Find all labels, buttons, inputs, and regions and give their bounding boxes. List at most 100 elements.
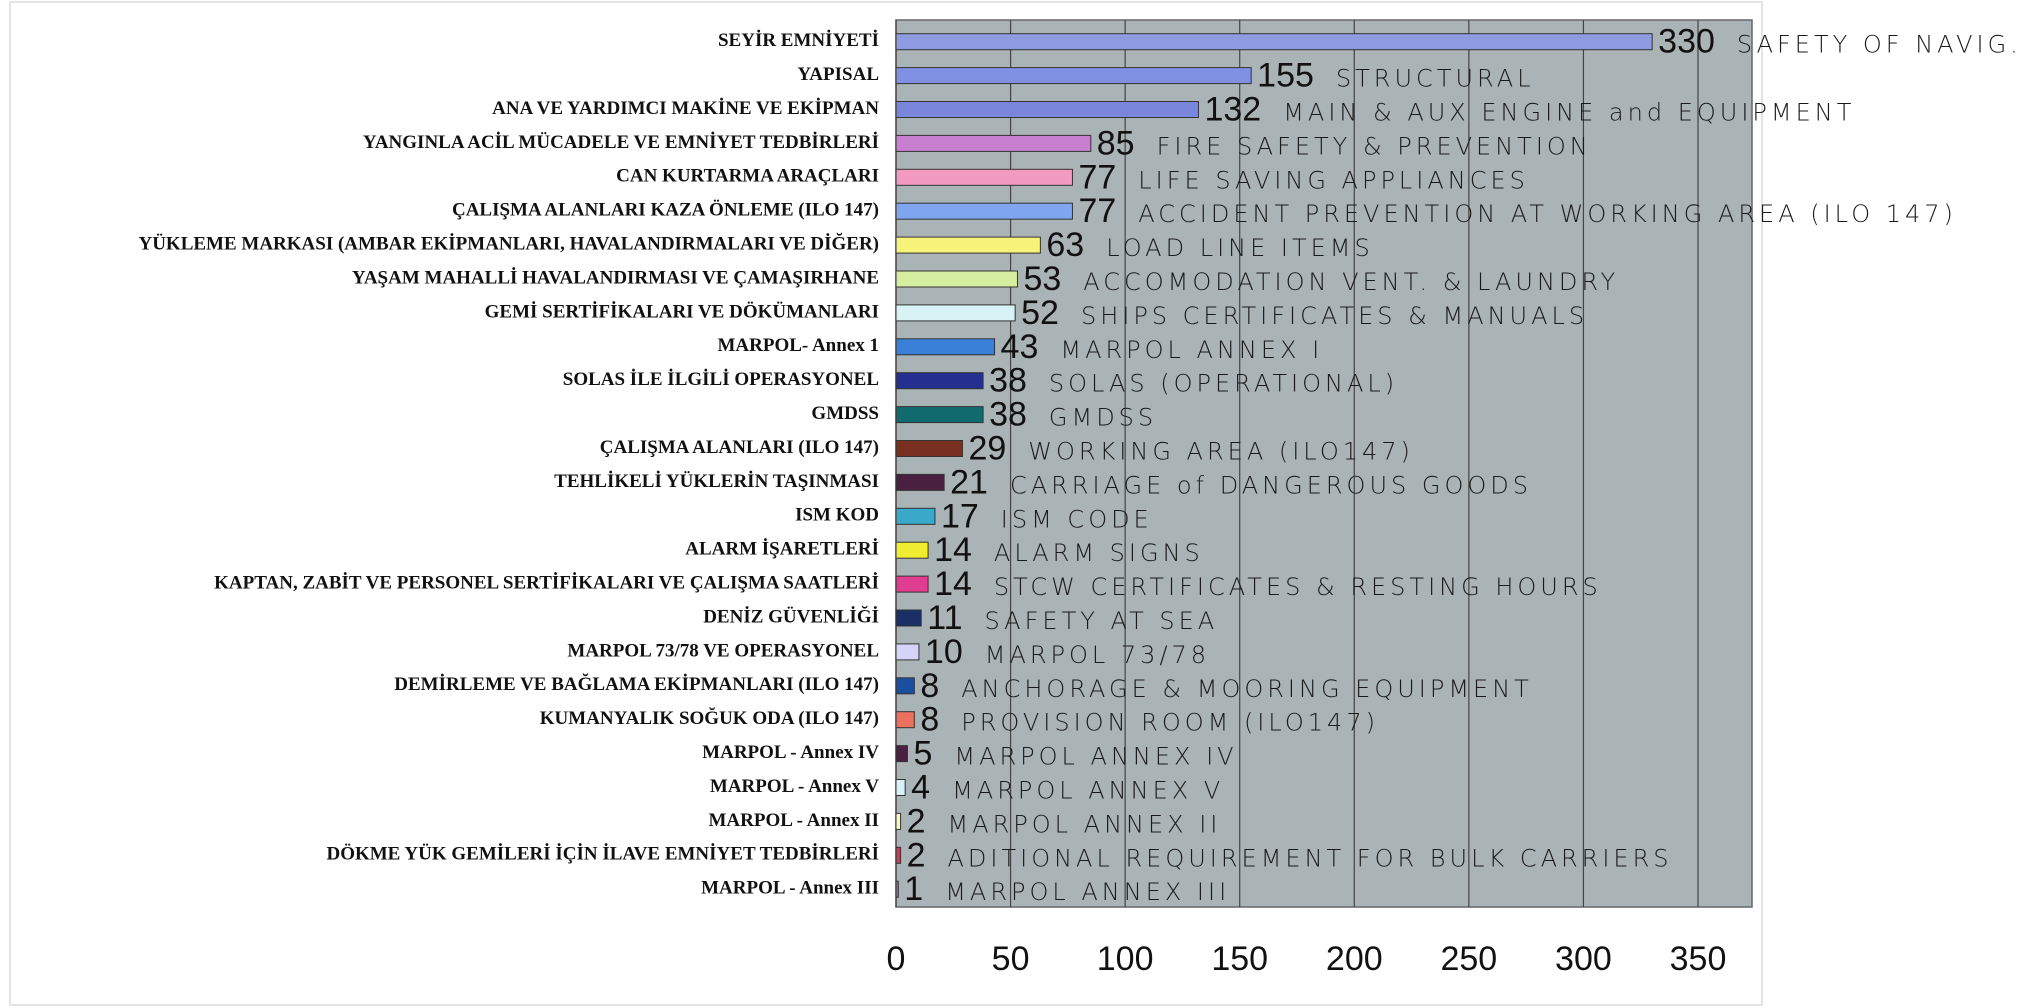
x-tick-label: 200 (1326, 940, 1383, 978)
y-tick-label: MARPOL - Annex V (710, 776, 879, 797)
y-tick-label: KAPTAN, ZABİT VE PERSONEL SERTİFİKALARI … (214, 572, 879, 593)
annotation: SOLAS (OPERATIONAL) (1049, 370, 1398, 398)
y-tick-label: GMDSS (811, 403, 879, 424)
annotation: MARPOL 73/78 (985, 641, 1210, 669)
value-label: 2 (907, 802, 926, 840)
y-tick-label: MARPOL - Annex II (709, 810, 880, 831)
bar (895, 440, 963, 457)
bar (895, 406, 984, 424)
y-tick-label: ISM KOD (795, 505, 879, 526)
bar (895, 541, 929, 559)
value-label: 85 (1097, 124, 1135, 162)
y-tick-label: SOLAS İLE İLGİLİ OPERASYONEL (563, 369, 879, 390)
value-label: 43 (1001, 328, 1039, 366)
annotation: LOAD LINE ITEMS (1106, 234, 1374, 262)
bar (895, 812, 902, 830)
value-label: 4 (911, 768, 930, 806)
x-tick-label: 100 (1097, 940, 1154, 978)
value-label: 8 (920, 667, 939, 705)
y-tick-label: KUMANYALIK SOĞUK ODA (ILO 147) (540, 707, 879, 729)
annotation: SAFETY AT SEA (985, 607, 1219, 635)
value-label: 8 (920, 701, 939, 739)
value-label: 77 (1078, 158, 1116, 196)
x-tick-label: 50 (992, 940, 1030, 978)
annotation: MARPOL ANNEX I (1060, 336, 1323, 364)
bar (895, 372, 984, 390)
value-label: 10 (925, 633, 963, 671)
annotation: MARPOL ANNEX II (948, 810, 1222, 838)
bar (895, 507, 936, 525)
y-tick-label: DENİZ GÜVENLİĞİ (703, 605, 879, 627)
bar (895, 609, 922, 627)
annotation: PROVISION ROOM (ILO147) (961, 709, 1379, 737)
x-tick-label: 350 (1670, 940, 1727, 978)
bar (895, 779, 906, 796)
bar (895, 236, 1041, 254)
annotation: ACCIDENT PREVENTION AT WORKING AREA (ILO… (1138, 200, 1957, 228)
annotation: ISM CODE (1001, 505, 1153, 533)
y-tick-label: CAN KURTARMA ARAÇLARI (616, 166, 879, 187)
annotation: ACCOMODATION VENT. & LAUNDRY (1083, 268, 1619, 296)
bar (895, 304, 1016, 322)
value-label: 38 (989, 362, 1027, 400)
y-tick-label: GEMİ SERTİFİKALARI VE DÖKÜMANLARI (485, 301, 879, 322)
y-tick-label: YANGINLA ACİL MÜCADELE VE EMNİYET TEDBİR… (363, 132, 879, 153)
value-label: 14 (934, 531, 972, 569)
annotation: SAFETY OF NAVIG. (1737, 31, 2022, 59)
bar (895, 270, 1018, 288)
value-label: 52 (1021, 294, 1059, 332)
frame (9, 1, 1763, 1006)
annotation: ALARM SIGNS (994, 539, 1204, 567)
bar (895, 33, 1653, 51)
annotation: CARRIAGE of DANGEROUS GOODS (1010, 471, 1532, 499)
bar (895, 134, 1092, 152)
x-tick-label: 0 (887, 940, 906, 978)
y-tick-label: SEYİR EMNİYETİ (718, 30, 879, 51)
annotation: MARPOL ANNEX V (952, 777, 1224, 805)
x-tick-label: 300 (1555, 940, 1612, 978)
value-label: 1 (904, 870, 923, 908)
y-tick-label: ALARM İŞARETLERİ (685, 539, 879, 560)
bar (895, 880, 899, 898)
value-label: 14 (934, 565, 972, 603)
bar (895, 101, 1199, 118)
annotation: STRUCTURAL (1336, 65, 1535, 93)
bar (895, 168, 1073, 186)
y-tick-label: YÜKLEME MARKASI (AMBAR EKİPMANLARI, HAVA… (138, 232, 879, 254)
bar (895, 745, 908, 763)
value-label: 38 (989, 396, 1027, 434)
value-label: 53 (1023, 260, 1061, 298)
bar (895, 643, 920, 661)
value-label: 21 (950, 463, 988, 501)
annotation: STCW CERTIFICATES & RESTING HOURS (994, 573, 1602, 601)
bar (895, 711, 915, 729)
value-label: 330 (1658, 23, 1715, 61)
value-label: 5 (913, 735, 932, 773)
value-label: 77 (1078, 192, 1116, 230)
value-label: 17 (941, 497, 979, 535)
x-tick-label: 250 (1440, 940, 1497, 978)
plot-area (895, 19, 1753, 908)
bar (895, 67, 1252, 85)
bar (895, 575, 929, 593)
annotation: FIRE SAFETY & PREVENTION (1157, 132, 1592, 160)
bar (895, 677, 915, 695)
y-tick-label: DEMİRLEME VE BAĞLAMA EKİPMANLARI (ILO 14… (394, 673, 879, 695)
y-tick-label: YAPISAL (797, 64, 879, 85)
value-label: 11 (927, 599, 962, 637)
value-label: 155 (1257, 57, 1314, 95)
bar (895, 202, 1073, 220)
bar (895, 473, 945, 491)
y-tick-label: DÖKME YÜK GEMİLERİ İÇİN İLAVE EMNİYET TE… (326, 844, 879, 865)
y-tick-label: MARPOL- Annex 1 (718, 335, 880, 356)
annotation: SHIPS CERTIFICATES & MANUALS (1081, 302, 1588, 330)
annotation: WORKING AREA (ILO147) (1028, 438, 1414, 466)
annotation: LIFE SAVING APPLIANCES (1138, 166, 1529, 194)
annotation: MARPOL ANNEX III (945, 878, 1230, 906)
y-tick-label: MARPOL - Annex IV (702, 742, 879, 763)
annotation: GMDSS (1049, 404, 1157, 432)
annotation: MARPOL ANNEX IV (954, 743, 1237, 771)
y-tick-label: TEHLİKELİ YÜKLERİN TAŞINMASI (554, 471, 879, 492)
y-tick-label: MARPOL - Annex III (701, 878, 879, 899)
